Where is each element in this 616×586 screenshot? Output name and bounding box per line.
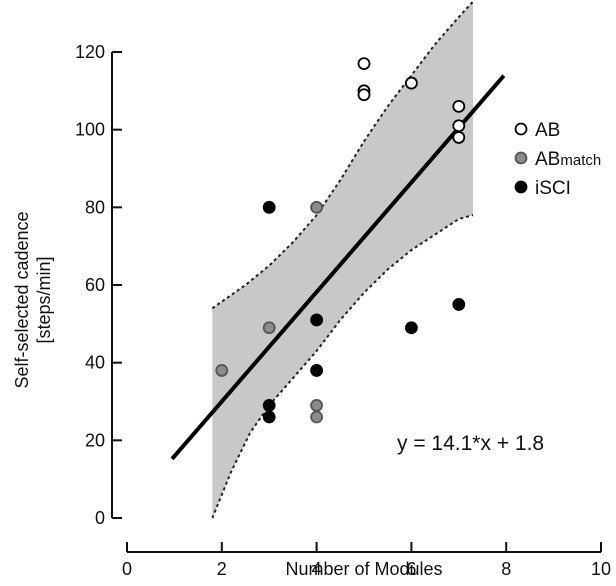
legend-label: iSCI [535, 178, 571, 199]
data-point-series-1 [406, 78, 417, 89]
legend-marker [516, 153, 527, 164]
data-point-series-1 [453, 101, 464, 112]
y-tick-label: 100 [75, 120, 105, 140]
legend-marker [516, 124, 527, 135]
data-point-series-2 [311, 400, 322, 411]
x-tick-label: 8 [501, 559, 511, 579]
x-tick-label: 2 [217, 559, 227, 579]
legend-marker [516, 182, 527, 193]
data-point-series-3 [264, 412, 275, 423]
data-point-series-2 [311, 202, 322, 213]
data-point-series-1 [359, 89, 370, 100]
y-tick-label: 120 [75, 42, 105, 62]
data-point-series-3 [311, 314, 322, 325]
data-point-series-1 [359, 58, 370, 69]
data-point-series-3 [264, 400, 275, 411]
legend-label: AB [535, 120, 560, 141]
regression-equation: y = 14.1*x + 1.8 [397, 432, 544, 455]
legend-label-subscript: match [560, 152, 601, 169]
data-point-series-3 [406, 322, 417, 333]
legend: AB ABmatch iSCI [516, 120, 602, 199]
y-tick-label: 20 [85, 430, 105, 450]
x-axis-label: Number of Modules [285, 559, 442, 579]
y-tick-label: 80 [85, 197, 105, 217]
y-tick-label: 40 [85, 353, 105, 373]
y-tick-label: 60 [85, 275, 105, 295]
x-tick-label: 0 [122, 559, 132, 579]
data-point-series-2 [216, 365, 227, 376]
data-point-series-3 [311, 365, 322, 376]
y-axis-label-line-2: [steps/min] [34, 256, 54, 343]
x-tick-label: 10 [591, 559, 611, 579]
y-tick-label: 0 [95, 508, 105, 528]
data-point-series-2 [264, 322, 275, 333]
y-axis-label-line-1: Self-selected cadence [12, 211, 32, 388]
data-point-series-2 [311, 412, 322, 423]
data-point-series-1 [453, 132, 464, 143]
legend-label: ABmatch [535, 149, 601, 170]
data-point-series-1 [453, 120, 464, 131]
data-point-series-3 [453, 299, 464, 310]
data-point-series-3 [264, 202, 275, 213]
